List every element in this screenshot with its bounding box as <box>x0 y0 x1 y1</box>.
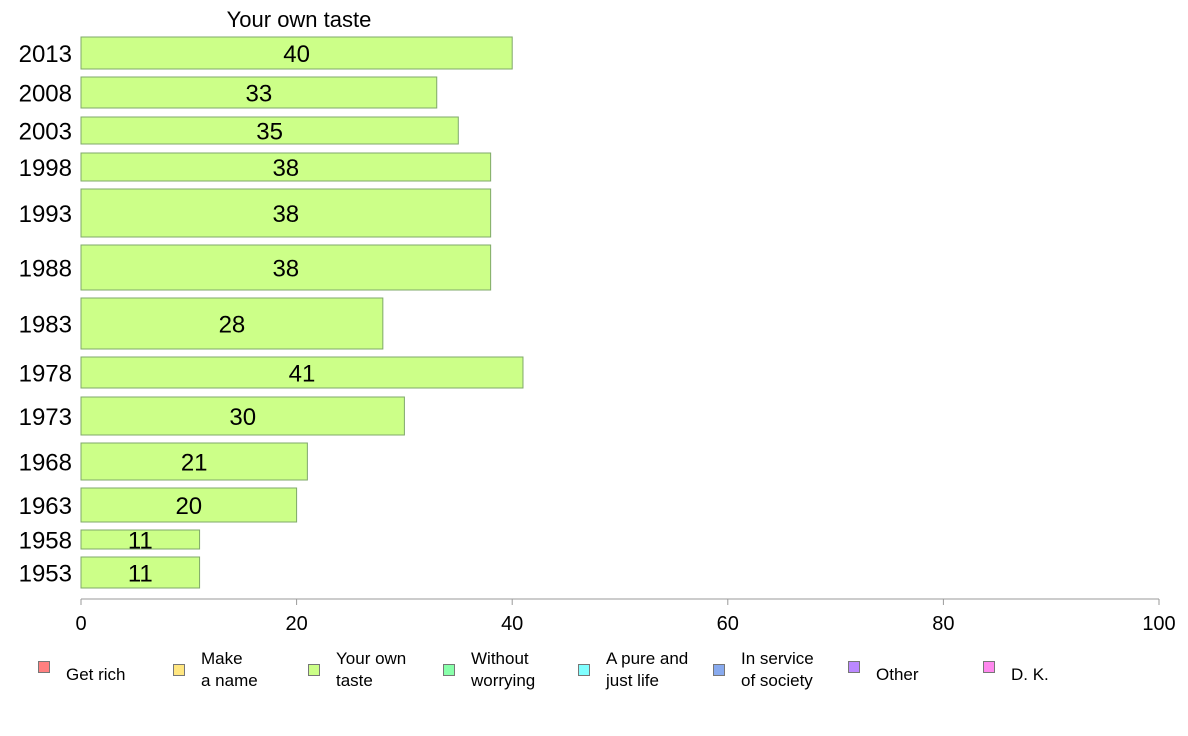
legend-label: Without worrying <box>471 649 536 690</box>
legend-swatch <box>848 661 860 673</box>
legend: Get rich Make a name Your own taste With… <box>0 640 1188 700</box>
legend-item-your-own-taste: Your own taste <box>308 648 406 692</box>
bar-1983 <box>80 297 384 350</box>
legend-swatch <box>713 664 725 676</box>
legend-label: Make a name <box>201 649 258 690</box>
bar-1978 <box>80 356 524 389</box>
bar-2013 <box>80 36 513 70</box>
legend-item-pure-and-just-life: A pure and just life <box>578 648 688 692</box>
legend-label: D. K. <box>1011 665 1049 684</box>
data-label-1963: 20 <box>175 493 202 520</box>
y-tick-label-1978: 1978 <box>19 361 72 388</box>
legend-label: In service of society <box>741 649 814 690</box>
bar-1988 <box>80 244 492 291</box>
data-label-2008: 33 <box>246 81 273 108</box>
bar-1963 <box>80 487 298 523</box>
bar-1958 <box>80 529 201 550</box>
y-tick-label-1983: 1983 <box>19 312 72 339</box>
legend-label: Get rich <box>66 665 126 684</box>
data-label-1968: 21 <box>181 450 208 477</box>
bar-2003 <box>80 116 459 145</box>
y-tick-label-1973: 1973 <box>19 404 72 431</box>
y-tick-label-1953: 1953 <box>19 561 72 588</box>
data-label-1973: 30 <box>229 404 256 431</box>
data-label-1958: 11 <box>128 528 153 555</box>
legend-swatch <box>173 664 185 676</box>
legend-swatch <box>983 661 995 673</box>
y-tick-label-2003: 2003 <box>19 119 72 146</box>
legend-label: Your own taste <box>336 649 407 690</box>
y-tick-label-1968: 1968 <box>19 450 72 477</box>
y-tick-label-2008: 2008 <box>19 81 72 108</box>
bar-1973 <box>80 396 405 436</box>
legend-swatch <box>578 664 590 676</box>
bars-group: 2013 40 2008 33 2003 35 1998 38 1993 38 1988 38 1983… <box>19 36 524 589</box>
bar-chart: Your own taste 2013 40 2008 33 2003 35 1998 38 1… <box>19 7 1176 635</box>
bar-1968 <box>80 442 308 481</box>
y-tick-label-2013: 2013 <box>19 41 72 68</box>
bar-1993 <box>80 188 492 238</box>
legend-label: A pure and just life <box>606 649 689 690</box>
legend-label: Other <box>876 665 919 684</box>
chart-title: Your own taste <box>227 7 372 32</box>
x-tick-label-0: 0 <box>75 613 86 635</box>
legend-item-make-a-name: Make a name <box>173 648 258 692</box>
data-label-1978: 41 <box>289 361 316 388</box>
x-axis: 0 20 40 60 80 100 <box>75 598 1176 635</box>
data-label-1998: 38 <box>272 155 299 182</box>
legend-item-get-rich: Get rich <box>38 648 126 686</box>
legend-item-dk: D. K. <box>983 648 1049 686</box>
legend-swatch <box>308 664 320 676</box>
data-label-1953: 11 <box>128 561 153 588</box>
data-label-2003: 35 <box>256 119 283 146</box>
y-tick-label-1998: 1998 <box>19 155 72 182</box>
x-tick-label-40: 40 <box>501 613 523 635</box>
bar-1953 <box>80 556 201 589</box>
legend-swatch <box>38 661 50 673</box>
data-label-2013: 40 <box>283 41 310 68</box>
data-label-1988: 38 <box>272 256 299 283</box>
y-tick-label-1988: 1988 <box>19 256 72 283</box>
y-tick-label-1993: 1993 <box>19 201 72 228</box>
legend-item-in-service-of-society: In service of society <box>713 648 814 692</box>
x-tick-label-20: 20 <box>285 613 307 635</box>
legend-swatch <box>443 664 455 676</box>
x-tick-label-80: 80 <box>932 613 954 635</box>
data-label-1983: 28 <box>219 312 246 339</box>
x-tick-label-100: 100 <box>1142 613 1175 635</box>
bar-1998 <box>80 152 492 182</box>
bar-2008 <box>80 76 438 109</box>
legend-item-without-worrying: Without worrying <box>443 648 535 692</box>
legend-item-other: Other <box>848 648 919 686</box>
y-tick-label-1958: 1958 <box>19 528 72 555</box>
x-tick-label-60: 60 <box>717 613 739 635</box>
y-tick-label-1963: 1963 <box>19 493 72 520</box>
data-label-1993: 38 <box>272 201 299 228</box>
